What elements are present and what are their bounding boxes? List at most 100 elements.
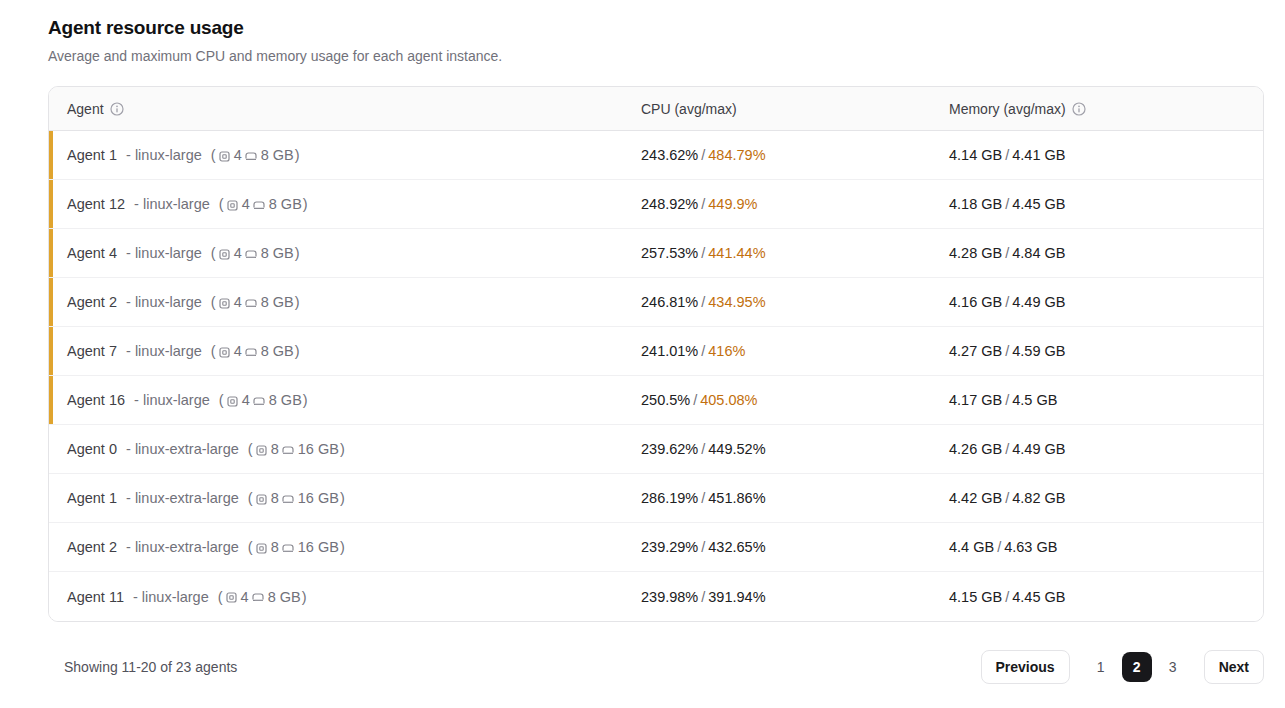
warning-bar	[49, 327, 53, 375]
cpu-max-value: 449.9%	[708, 196, 757, 212]
memory-size: 8 GB	[261, 245, 294, 261]
cpu-avg-value: 241.01%	[641, 343, 698, 359]
cpu-count: 8	[271, 490, 279, 506]
agent-specs: (48 GB)	[211, 294, 300, 310]
cpu-avg-value: 239.62%	[641, 441, 698, 457]
memory-icon	[244, 297, 258, 310]
instance-type-label: linux-large	[143, 392, 210, 408]
cpu-max-value: 451.86%	[708, 490, 765, 506]
cpu-avg-value: 286.19%	[641, 490, 698, 506]
cpu-usage-cell: 257.53%/441.44%	[641, 245, 949, 261]
memory-max-value: 4.59 GB	[1012, 343, 1065, 359]
memory-max-value: 4.41 GB	[1012, 147, 1065, 163]
page-number-group: 1 2 3	[1086, 652, 1188, 682]
agent-name: Agent 16	[67, 392, 125, 408]
memory-icon	[244, 150, 258, 163]
cpu-count: 4	[242, 196, 250, 212]
memory-usage-cell: 4.28 GB/4.84 GB	[949, 245, 1263, 261]
agent-instance-type: - linux-large	[134, 196, 210, 212]
paren-open: (	[248, 490, 253, 506]
agent-specs: (48 GB)	[219, 392, 308, 408]
paren-close: )	[295, 343, 300, 359]
dash: -	[126, 294, 131, 310]
value-separator: /	[1002, 392, 1012, 408]
memory-max-value: 4.49 GB	[1012, 294, 1065, 310]
value-separator: /	[690, 392, 700, 408]
page-subtitle: Average and maximum CPU and memory usage…	[48, 48, 1264, 64]
agent-name: Agent 4	[67, 245, 117, 261]
table-row: Agent 4 - linux-large (48 GB) 257.53%/44…	[49, 229, 1263, 278]
agent-specs: (816 GB)	[248, 441, 345, 457]
memory-usage-cell: 4.26 GB/4.49 GB	[949, 441, 1263, 457]
memory-size: 8 GB	[269, 196, 302, 212]
memory-size: 8 GB	[261, 343, 294, 359]
showing-summary: Showing 11-20 of 23 agents	[48, 659, 237, 675]
cpu-chip-icon	[218, 346, 231, 359]
memory-avg-value: 4.42 GB	[949, 490, 1002, 506]
agent-specs: (816 GB)	[248, 539, 345, 555]
cpu-usage-cell: 250.5%/405.08%	[641, 392, 949, 408]
dash: -	[126, 147, 131, 163]
cpu-chip-icon	[225, 591, 238, 604]
cpu-chip-icon	[226, 395, 239, 408]
pagination: Previous 1 2 3 Next	[981, 650, 1265, 684]
memory-size: 8 GB	[268, 589, 301, 605]
agent-cell: Agent 2 - linux-extra-large (816 GB)	[67, 539, 641, 555]
agent-instance-type: - linux-large	[126, 245, 202, 261]
previous-button[interactable]: Previous	[981, 650, 1070, 684]
paren-close: )	[303, 196, 308, 212]
memory-usage-cell: 4.14 GB/4.41 GB	[949, 147, 1263, 163]
cpu-chip-icon	[226, 199, 239, 212]
value-separator: /	[994, 539, 1004, 555]
value-separator: /	[698, 294, 708, 310]
cpu-count: 8	[271, 441, 279, 457]
agent-name: Agent 1	[67, 490, 117, 506]
value-separator: /	[1002, 441, 1012, 457]
agent-cell: Agent 16 - linux-large (48 GB)	[67, 392, 641, 408]
table-row: Agent 11 - linux-large (48 GB) 239.98%/3…	[49, 572, 1263, 621]
cpu-count: 4	[241, 589, 249, 605]
agent-cell: Agent 12 - linux-large (4 8 GB)	[67, 196, 641, 212]
paren-open: (	[219, 196, 224, 212]
page-button-3[interactable]: 3	[1158, 652, 1188, 682]
agent-name: Agent 2	[67, 294, 117, 310]
next-button[interactable]: Next	[1204, 650, 1264, 684]
memory-usage-cell: 4.17 GB/4.5 GB	[949, 392, 1263, 408]
paren-open: (	[211, 294, 216, 310]
value-separator: /	[698, 589, 708, 605]
memory-avg-value: 4.18 GB	[949, 196, 1002, 212]
cpu-max-value: 484.79%	[708, 147, 765, 163]
paren-open: (	[248, 539, 253, 555]
column-header-agent-label: Agent	[67, 101, 104, 117]
memory-avg-value: 4.14 GB	[949, 147, 1002, 163]
agent-specs: (48 GB)	[211, 147, 300, 163]
memory-avg-value: 4.27 GB	[949, 343, 1002, 359]
paren-open: (	[211, 343, 216, 359]
table-body: Agent 1 - linux-large (48 GB) 243.62%/48…	[49, 131, 1263, 621]
page-button-2[interactable]: 2	[1122, 652, 1152, 682]
agent-specs: (816 GB)	[248, 490, 345, 506]
agent-name: Agent 12	[67, 196, 125, 212]
info-icon[interactable]	[1072, 102, 1086, 116]
agent-specs: (48 GB)	[211, 343, 300, 359]
agent-name: Agent 1	[67, 147, 117, 163]
page-button-1[interactable]: 1	[1086, 652, 1116, 682]
instance-type-label: linux-large	[135, 294, 202, 310]
value-separator: /	[698, 245, 708, 261]
value-separator: /	[698, 539, 708, 555]
memory-max-value: 4.5 GB	[1012, 392, 1057, 408]
warning-bar	[49, 229, 53, 277]
memory-size: 8 GB	[261, 294, 294, 310]
memory-icon	[251, 591, 265, 604]
memory-usage-cell: 4.15 GB/4.45 GB	[949, 589, 1263, 605]
agent-instance-type: - linux-large	[126, 294, 202, 310]
memory-avg-value: 4.4 GB	[949, 539, 994, 555]
column-header-cpu-label: CPU (avg/max)	[641, 101, 737, 117]
cpu-avg-value: 250.5%	[641, 392, 690, 408]
cpu-count: 8	[271, 539, 279, 555]
memory-usage-cell: 4.27 GB/4.59 GB	[949, 343, 1263, 359]
table-row: Agent 2 - linux-large (48 GB) 246.81%/43…	[49, 278, 1263, 327]
memory-icon	[252, 199, 266, 212]
agent-cell: Agent 1 - linux-large (48 GB)	[67, 147, 641, 163]
info-icon[interactable]	[110, 102, 124, 116]
